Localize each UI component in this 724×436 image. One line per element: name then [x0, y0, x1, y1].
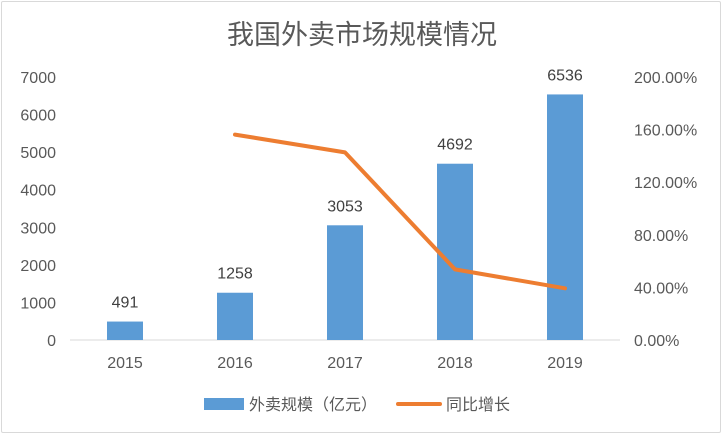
x-axis-tick-label: 2017 [327, 355, 363, 372]
bar [217, 292, 253, 340]
bar [107, 321, 143, 340]
legend-swatch-bar [204, 398, 244, 410]
left-axis-tick-label: 4000 [20, 183, 56, 200]
bar-data-label: 6536 [547, 67, 583, 84]
bar-data-label: 4692 [437, 137, 473, 154]
x-axis-tick-label: 2016 [217, 355, 253, 372]
right-axis-tick-label: 0.00% [634, 333, 679, 350]
legend-label-line: 同比增长 [446, 396, 510, 414]
legend-label-bar: 外卖规模（亿元） [249, 396, 377, 414]
left-axis-tick-label: 1000 [20, 295, 56, 312]
right-axis-tick-label: 120.00% [634, 175, 697, 192]
legend: 外卖规模（亿元） 同比增长 [204, 396, 510, 414]
left-axis-tick-label: 5000 [20, 145, 56, 162]
growth-line [233, 132, 567, 291]
left-axis-tick-label: 2000 [20, 258, 56, 275]
right-axis-tick-label: 200.00% [634, 70, 697, 87]
chart-title: 我国外卖市场规模情况 [227, 20, 497, 51]
x-axis-tick-label: 2018 [437, 355, 473, 372]
x-axis-tick-label: 2019 [547, 355, 583, 372]
right-axis-tick-label: 80.00% [634, 228, 688, 245]
right-axis-tick-label: 160.00% [634, 123, 697, 140]
bar [327, 225, 363, 340]
x-axis-tick-label: 2015 [107, 355, 143, 372]
bar-data-label: 491 [112, 295, 139, 312]
bar-data-label: 1258 [217, 266, 253, 283]
left-axis-tick-label: 6000 [20, 108, 56, 125]
bar [437, 163, 473, 340]
bar-data-label: 3053 [327, 198, 363, 215]
right-axis-tick-label: 40.00% [634, 280, 688, 297]
left-axis-tick-label: 3000 [20, 220, 56, 237]
left-axis-tick-label: 7000 [20, 70, 56, 87]
bar [547, 94, 583, 341]
left-axis-tick-label: 0 [47, 333, 56, 350]
